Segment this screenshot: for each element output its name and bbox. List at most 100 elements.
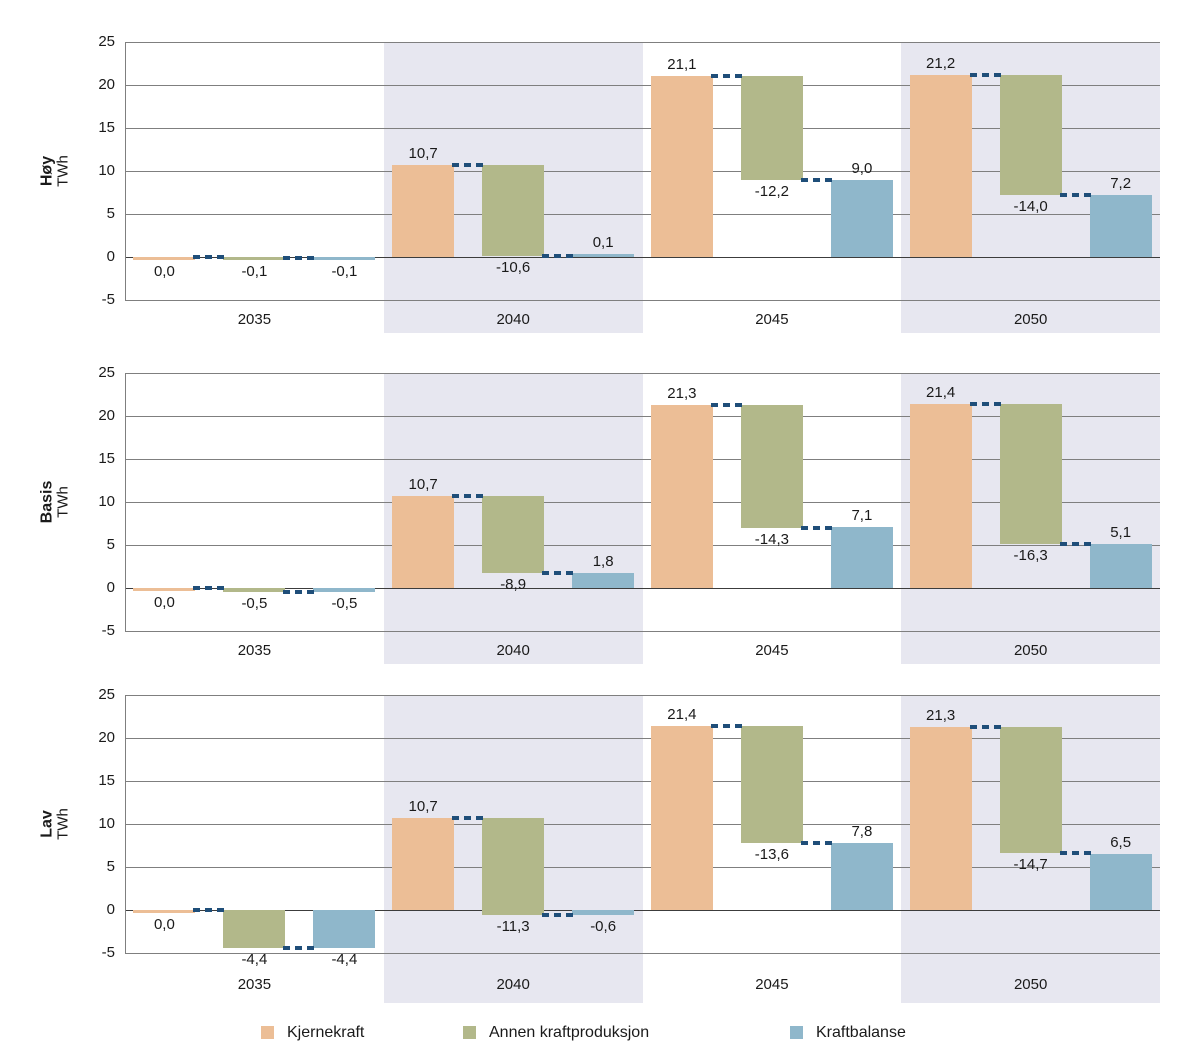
- connector-dash: [1059, 542, 1092, 547]
- bar-annen: [223, 257, 286, 260]
- y-tick-label: 20: [98, 729, 115, 746]
- connector-dash: [710, 723, 743, 728]
- data-label: 21,1: [667, 55, 697, 73]
- data-label: 0,1: [592, 234, 614, 251]
- x-axis-label-2035: 2035: [237, 976, 272, 993]
- gridline: [125, 84, 1160, 86]
- gridline: [125, 544, 1160, 546]
- bar-kjernekraft: [133, 910, 196, 913]
- gridline: [125, 127, 1160, 129]
- y-axis-line: [125, 42, 126, 300]
- annen-legend-swatch: [463, 1026, 476, 1039]
- y-tick-label: 20: [98, 407, 115, 424]
- x-axis-label-2035: 2035: [237, 311, 272, 328]
- bar-kjernekraft: [392, 495, 455, 588]
- bar-kraftbalanse: [1089, 544, 1152, 588]
- data-label: -10,6: [496, 259, 531, 277]
- bar-kraftbalanse: [572, 572, 635, 588]
- legend-label-kraftbalanse: Kraftbalanse: [816, 1024, 906, 1041]
- y-tick-label: 15: [98, 119, 115, 136]
- connector-dash: [542, 254, 575, 259]
- data-label: -0,5: [241, 595, 268, 613]
- x-axis-label-2045: 2045: [755, 642, 789, 659]
- data-label: 10,7: [408, 475, 438, 493]
- data-label: 10,7: [408, 797, 438, 815]
- bar-kjernekraft: [650, 404, 713, 588]
- bar-kraftbalanse: [572, 254, 635, 257]
- data-label: 7,1: [851, 506, 873, 524]
- connector-dash: [969, 724, 1002, 729]
- data-label: 7,2: [1110, 175, 1132, 193]
- bar-kraftbalanse: [830, 179, 893, 257]
- gridline: [125, 170, 1160, 172]
- gridline: [125, 737, 1160, 739]
- y-tick-label: 5: [106, 205, 115, 222]
- kjernekraft-legend-swatch: [261, 1026, 274, 1039]
- bar-annen: [740, 75, 803, 181]
- y-tick-label: 15: [98, 772, 115, 789]
- zero-gridline: [125, 587, 1160, 589]
- y-tick-label: 15: [98, 450, 115, 467]
- x-axis-label-2045: 2045: [755, 311, 789, 328]
- connector-dash: [452, 493, 485, 498]
- data-label: -16,3: [1013, 547, 1048, 565]
- bar-kraftbalanse: [572, 910, 635, 916]
- bar-kjernekraft: [392, 164, 455, 257]
- connector-dash: [969, 72, 1002, 77]
- bar-annen: [999, 726, 1062, 854]
- bar-kraftbalanse: [1089, 195, 1152, 257]
- y-tick-label: -5: [101, 622, 115, 639]
- data-label: -14,7: [1013, 856, 1048, 874]
- data-label: 21,3: [926, 706, 956, 724]
- y-tick-label: 10: [98, 493, 115, 510]
- bar-kraftbalanse: [830, 526, 893, 588]
- connector-dash: [283, 945, 316, 950]
- connector-dash: [800, 178, 833, 183]
- data-label: 5,1: [1110, 524, 1132, 542]
- bar-kjernekraft: [392, 817, 455, 910]
- data-label: 21,2: [926, 54, 956, 72]
- bar-kjernekraft: [133, 588, 196, 591]
- bar-annen: [482, 817, 545, 916]
- data-label: -14,3: [754, 530, 789, 548]
- zero-gridline: [125, 256, 1160, 258]
- connector-dash: [800, 840, 833, 845]
- x-axis-label-2040: 2040: [496, 311, 530, 328]
- data-label: -0,6: [590, 918, 617, 936]
- bar-annen: [482, 495, 545, 573]
- y-tick-label: 25: [98, 686, 115, 703]
- gridline: [125, 213, 1160, 215]
- kraftbalanse-legend-swatch: [790, 1026, 803, 1039]
- bar-annen: [740, 725, 803, 843]
- connector-dash: [542, 570, 575, 575]
- gridline: [125, 458, 1160, 460]
- y-axis-line: [125, 695, 126, 953]
- data-label: -0,1: [331, 263, 358, 280]
- bar-kraftbalanse: [1089, 854, 1152, 910]
- data-label: 0,0: [153, 916, 175, 933]
- connector-dash: [283, 255, 316, 260]
- data-label: 0,0: [153, 263, 175, 280]
- connector-dash: [193, 255, 226, 259]
- gridline: [125, 780, 1160, 782]
- connector-dash: [283, 590, 316, 595]
- data-label: 0,0: [153, 594, 175, 611]
- x-axis-label-2050: 2050: [1013, 976, 1048, 993]
- bar-kraftbalanse: [830, 842, 893, 910]
- x-axis-label-2050: 2050: [1013, 642, 1048, 659]
- data-label: -11,3: [496, 918, 530, 936]
- x-axis-label-2050: 2050: [1013, 311, 1048, 328]
- y-axis-line: [125, 373, 126, 631]
- bar-annen: [223, 910, 286, 948]
- gridline: [125, 694, 1160, 696]
- connector-dash: [800, 525, 833, 530]
- connector-dash: [710, 73, 743, 78]
- y-tick-label: 0: [106, 579, 115, 596]
- gridline: [125, 952, 1160, 954]
- data-label: -8,9: [500, 575, 527, 593]
- connector-dash: [452, 815, 485, 820]
- bar-annen: [999, 74, 1062, 196]
- y-tick-label: -5: [101, 291, 115, 308]
